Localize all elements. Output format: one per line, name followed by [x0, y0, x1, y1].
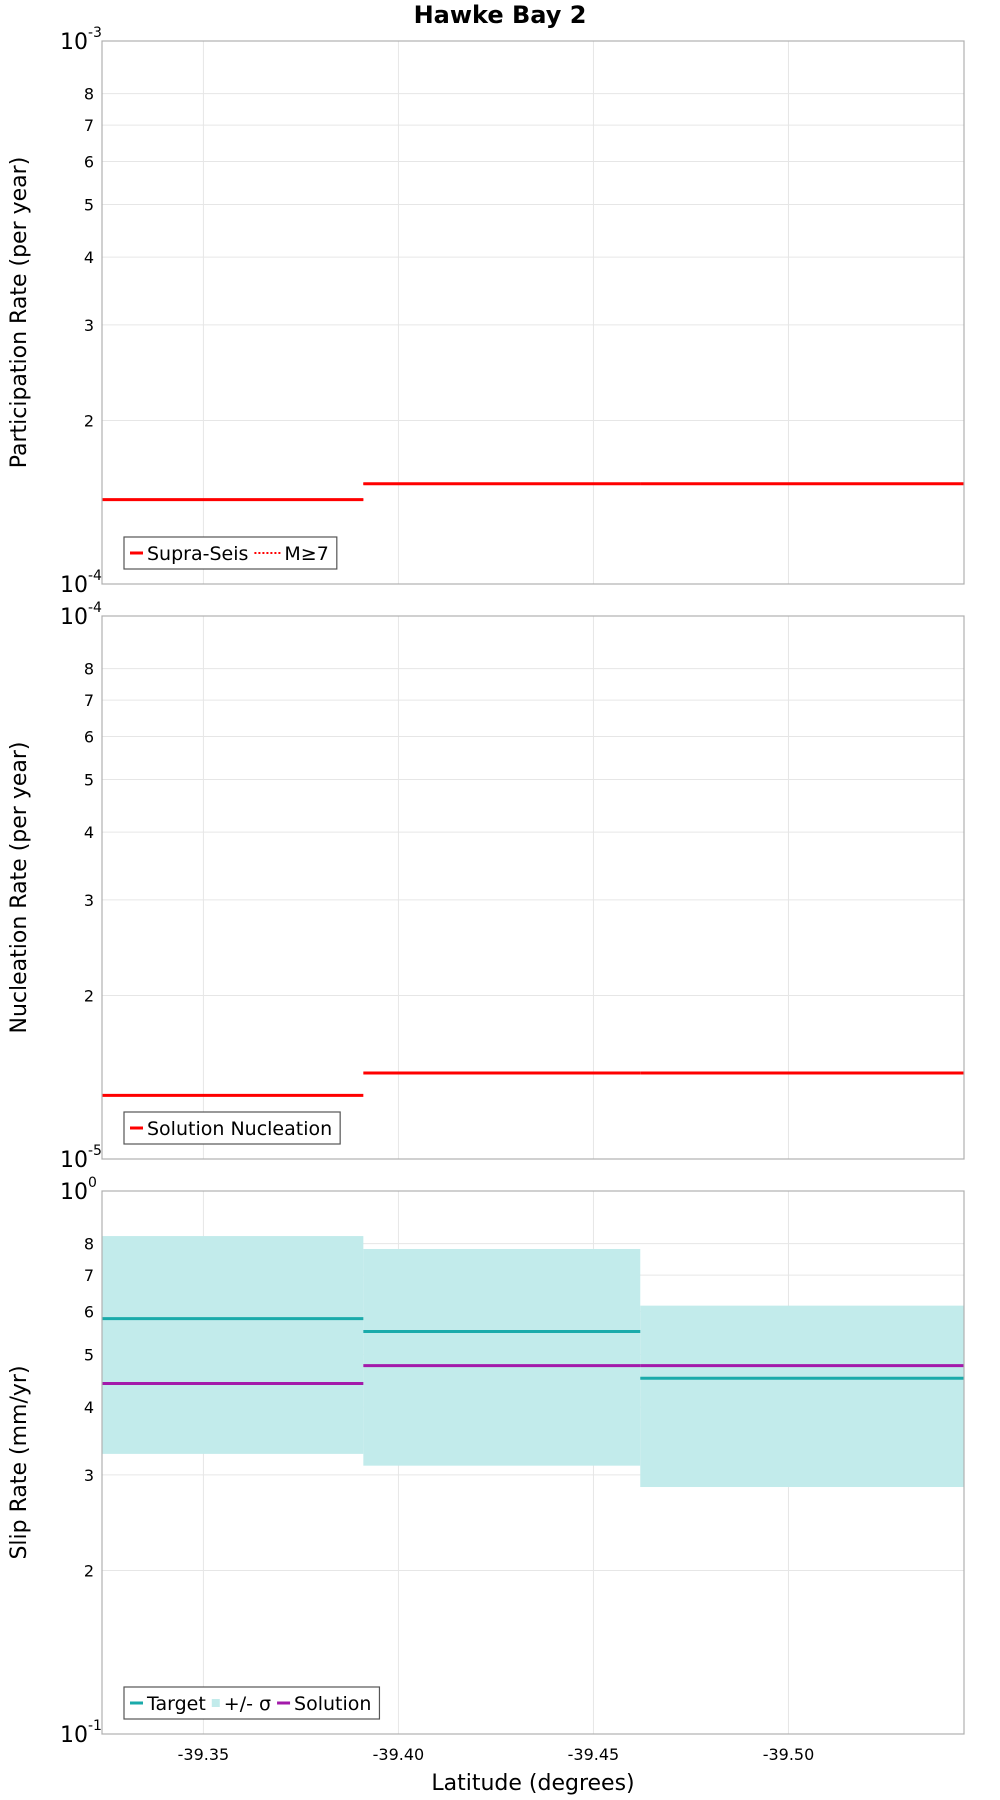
y-tick-label: 4: [84, 248, 94, 267]
chart-title: Hawke Bay 2: [414, 1, 587, 29]
sigma-band: [363, 1248, 641, 1466]
y-tick-label: 5: [84, 1345, 94, 1364]
legend-box: [123, 536, 338, 570]
legend-entry: Supra-Seis: [130, 543, 248, 565]
y-tick-label: 2: [84, 412, 94, 431]
legend-entry: Target: [130, 1693, 206, 1715]
y-tick-label: 3: [84, 316, 94, 335]
plot-frame: [101, 40, 965, 585]
y-axis-title: Slip Rate (mm/yr): [7, 1365, 32, 1559]
y-major-tick-label: 10: [60, 30, 88, 55]
y-tick-label: 5: [84, 195, 94, 214]
y-tick-label: 7: [84, 691, 94, 710]
y-major-tick-exponent: -5: [88, 1143, 102, 1159]
legend-label: +/- σ: [224, 1693, 271, 1715]
x-tick-label: -39.35: [178, 1745, 230, 1764]
y-tick-label: 2: [84, 1562, 94, 1581]
y-tick-label: 7: [84, 1266, 94, 1285]
x-tick-label: -39.45: [568, 1745, 620, 1764]
y-tick-label: 4: [84, 823, 94, 842]
y-tick-label: 8: [84, 660, 94, 679]
y-major-tick-label: 10: [60, 1180, 88, 1205]
y-axis-title: Nucleation Rate (per year): [7, 742, 32, 1034]
legend-label: M≥7: [284, 543, 328, 565]
series-supra-seis: [102, 482, 964, 502]
legend: Supra-Seis M≥7: [123, 536, 338, 570]
y-tick-label: 3: [84, 1466, 94, 1485]
x-tick-label: -39.50: [763, 1745, 815, 1764]
legend: Solution Nucleation: [123, 1111, 341, 1145]
y-tick-label: 7: [84, 116, 94, 135]
y-tick-label: 8: [84, 1235, 94, 1254]
y-tick-label: 6: [84, 152, 94, 171]
plot-frame: [101, 1190, 965, 1735]
legend-label: Target: [146, 1693, 206, 1715]
legend-box: [123, 1111, 341, 1145]
y-tick-label: 3: [84, 891, 94, 910]
y-major-tick-exponent: -4: [88, 568, 102, 584]
legend-entry: M≥7: [254, 543, 329, 565]
y-tick-label: 5: [84, 770, 94, 789]
y-tick-label: 6: [84, 1302, 94, 1321]
legend-entry: Solution: [277, 1693, 371, 1715]
y-major-tick-label: 10: [60, 1148, 88, 1173]
series-m-7: [102, 482, 964, 501]
legend-swatch: [211, 1699, 220, 1707]
legend: Target +/- σ Solution: [123, 1686, 381, 1720]
y-major-tick-exponent: 0: [88, 1175, 97, 1191]
legend-label: Solution: [294, 1693, 371, 1715]
legend-entry: Solution Nucleation: [130, 1118, 332, 1140]
y-major-tick-label: 10: [60, 1723, 88, 1748]
y-major-tick-exponent: -1: [88, 1718, 102, 1734]
x-axis-title: Latitude (degrees): [431, 1771, 634, 1796]
series-solution-nucleation: [102, 1071, 964, 1097]
sigma-band: [102, 1236, 364, 1454]
plot-frame: [101, 615, 965, 1160]
y-tick-label: 6: [84, 727, 94, 746]
legend-box: [123, 1686, 381, 1720]
series-target: [102, 1317, 964, 1380]
y-major-tick-label: 10: [60, 605, 88, 630]
series-solution: [102, 1364, 964, 1386]
y-major-tick-exponent: -4: [88, 600, 102, 616]
legend-entry: +/- σ: [211, 1693, 271, 1715]
y-major-tick-label: 10: [60, 573, 88, 598]
y-tick-label: 4: [84, 1398, 94, 1417]
x-tick-label: -39.40: [373, 1745, 425, 1764]
y-tick-label: 2: [84, 987, 94, 1006]
y-major-tick-exponent: -3: [88, 25, 102, 41]
legend-label: Supra-Seis: [147, 543, 248, 565]
legend-label: Solution Nucleation: [147, 1118, 332, 1140]
y-axis-title: Participation Rate (per year): [7, 157, 32, 469]
x-axis: -39.35 -39.40 -39.45 -39.50: [178, 1745, 815, 1764]
sigma-band: [640, 1305, 964, 1488]
y-tick-label: 8: [84, 85, 94, 104]
